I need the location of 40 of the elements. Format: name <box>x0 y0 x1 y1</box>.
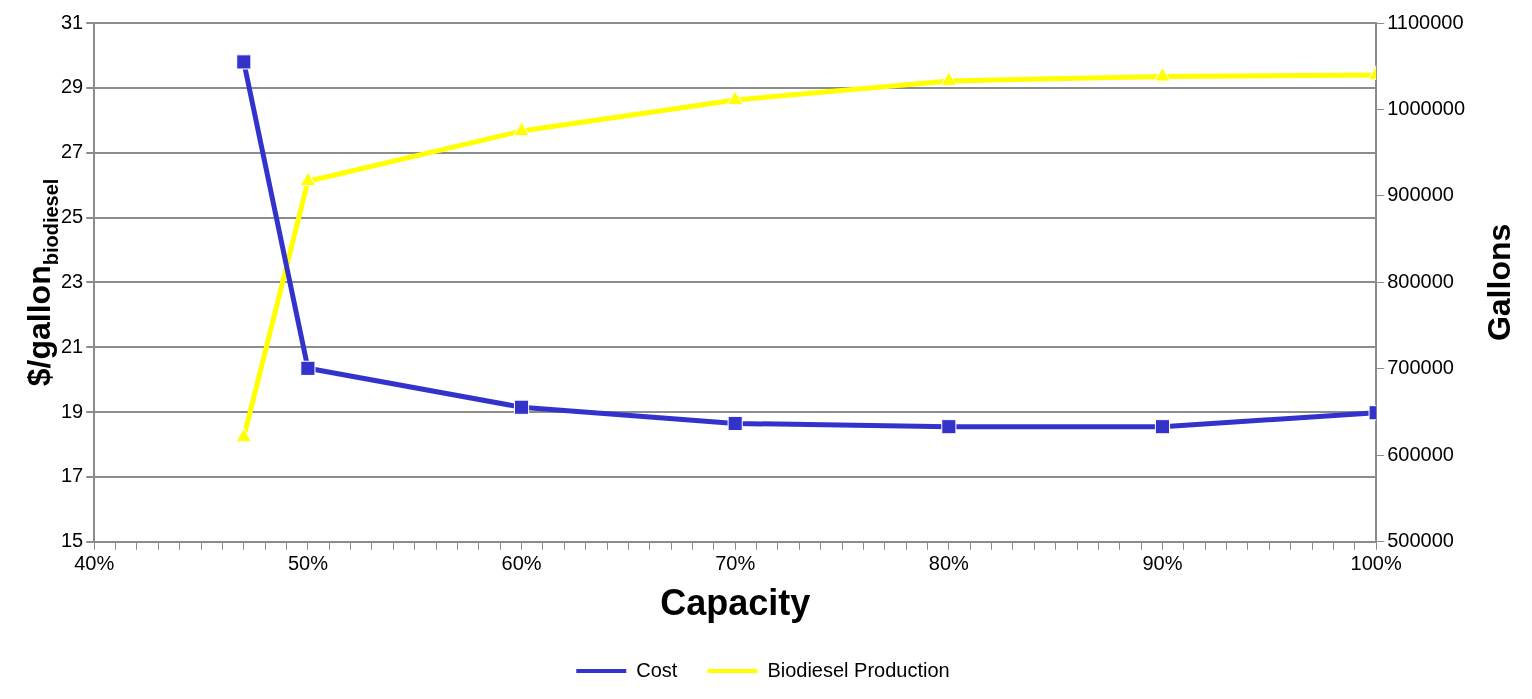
x-tick-label: 60% <box>501 552 542 575</box>
point <box>726 90 744 105</box>
y2-axis-title: Gallons <box>1481 223 1517 342</box>
y-tick-label: 25 <box>61 205 84 228</box>
y2-tick-label: 900000 <box>1387 183 1454 206</box>
y-tick-label: 21 <box>61 334 84 357</box>
y-tick-label: 29 <box>61 75 84 98</box>
legend-label: Cost <box>636 658 678 681</box>
y2-tick-label: 1100000 <box>1387 10 1464 33</box>
x-tick-label: 80% <box>928 552 970 575</box>
point <box>513 399 530 415</box>
point <box>727 415 743 432</box>
y-tick-label: 27 <box>61 140 84 163</box>
x-tick-label: 90% <box>1142 552 1183 575</box>
point <box>941 419 957 435</box>
y-axis-title: $/gallonbiodiesel <box>21 178 62 387</box>
legend-label: Biodiesel Production <box>767 658 950 681</box>
point <box>299 171 317 187</box>
y-tick-label: 15 <box>61 529 84 552</box>
point <box>1154 67 1171 82</box>
y2-tick-label: 600000 <box>1387 442 1454 465</box>
y-tick-label: 23 <box>61 269 84 292</box>
point <box>940 71 958 86</box>
point <box>300 360 316 376</box>
x-tick-label: 50% <box>287 552 329 575</box>
y2-tick-label: 1000000 <box>1387 96 1466 119</box>
point <box>1154 419 1171 435</box>
x-tick-label: 40% <box>74 552 115 575</box>
y-tick-label: 19 <box>61 399 84 422</box>
point <box>513 121 530 137</box>
y-tick-label: 17 <box>61 464 84 487</box>
point <box>236 54 252 70</box>
y2-tick-label: 700000 <box>1387 356 1454 379</box>
x-tick-label: 100% <box>1350 552 1402 575</box>
y2-tick-label: 500000 <box>1387 529 1454 552</box>
x-axis-title: Capacity <box>660 582 811 624</box>
y2-tick-label: 800000 <box>1387 269 1454 292</box>
x-tick-label: 70% <box>715 552 756 575</box>
y-tick-label: 31 <box>61 10 84 33</box>
point <box>235 427 253 443</box>
